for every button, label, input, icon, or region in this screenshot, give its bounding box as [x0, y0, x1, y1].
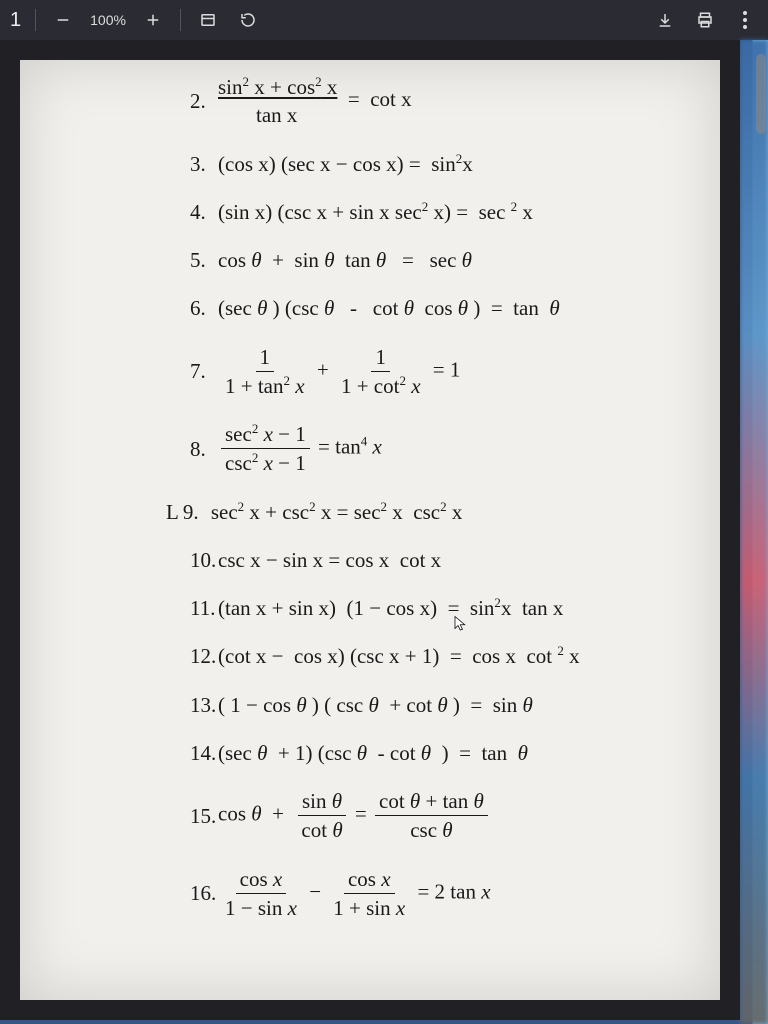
equation-row: 10.csc x − sin x = cos x cot x — [190, 547, 690, 573]
equation-expression: (sec θ + 1) (csc θ - cot θ ) = tan θ — [218, 740, 528, 766]
problem-number: 4. — [190, 199, 218, 225]
zoom-level[interactable]: 100% — [90, 12, 126, 28]
equation-expression: (sin x) (csc x + sin x sec2 x) = sec 2 x — [218, 199, 533, 225]
toolbar-separator — [35, 9, 36, 31]
equation-expression: (cot x − cos x) (csc x + 1) = cos x cot … — [218, 643, 580, 669]
equation-row: 15.cos θ + sin θcot θ = cot θ + tan θcsc… — [190, 788, 690, 844]
zoom-out-button[interactable] — [50, 7, 76, 33]
equation-expression: ( 1 − cos θ ) ( csc θ + cot θ ) = sin θ — [218, 692, 533, 718]
scrollbar-thumb[interactable] — [756, 54, 766, 134]
more-icon — [743, 11, 747, 29]
equation-expression: cos x1 − sin x − cos x1 + sin x = 2 tan … — [218, 866, 491, 922]
document-page: 2.sin2 x + cos2 xtan x = cot x3.(cos x) … — [20, 60, 720, 1000]
equation-expression: sec2 x − 1csc2 x − 1 = tan4 x — [218, 421, 382, 477]
problem-number: 8. — [190, 436, 218, 462]
problem-number: 16. — [190, 880, 218, 906]
equation-expression: 11 + tan2 x + 11 + cot2 x = 1 — [218, 344, 460, 400]
equation-row: 5.cos θ + sin θ tan θ = sec θ — [190, 247, 690, 273]
equation-row: 6.(sec θ ) (csc θ - cot θ cos θ ) = tan … — [190, 295, 690, 321]
equation-expression: cos θ + sin θcot θ = cot θ + tan θcsc θ — [218, 788, 491, 844]
problem-number: 6. — [190, 295, 218, 321]
problem-number: 13. — [190, 692, 218, 718]
mouse-cursor-icon — [452, 615, 470, 633]
problem-number: 12. — [190, 643, 218, 669]
equation-row: L 9.sec2 x + csc2 x = sec2 x csc2 x — [190, 499, 690, 525]
problem-list: 2.sin2 x + cos2 xtan x = cot x3.(cos x) … — [20, 60, 720, 957]
equation-expression: sec2 x + csc2 x = sec2 x csc2 x — [211, 499, 463, 525]
problem-number: 10. — [190, 547, 218, 573]
problem-number: 3. — [190, 151, 218, 177]
rotate-button[interactable] — [235, 7, 261, 33]
problem-number: 7. — [190, 358, 218, 384]
equation-row: 4.(sin x) (csc x + sin x sec2 x) = sec 2… — [190, 199, 690, 225]
page-indicator: 1 — [10, 9, 21, 32]
equation-expression: (cos x) (sec x − cos x) = sin2x — [218, 151, 473, 177]
equation-row: 16.cos x1 − sin x − cos x1 + sin x = 2 t… — [190, 866, 690, 922]
problem-number: 9. — [183, 499, 211, 525]
print-button[interactable] — [692, 7, 718, 33]
equation-row: 7.11 + tan2 x + 11 + cot2 x = 1 — [190, 344, 690, 400]
equation-row: 2.sin2 x + cos2 xtan x = cot x — [190, 74, 690, 129]
download-button[interactable] — [652, 7, 678, 33]
toolbar-separator — [180, 9, 181, 31]
screen-root: 1 100% 2.sin2 x + cos2 xtan x — [0, 0, 768, 1024]
equation-row: 14.(sec θ + 1) (csc θ - cot θ ) = tan θ — [190, 740, 690, 766]
problem-number: 15. — [190, 803, 218, 829]
equation-row: 3.(cos x) (sec x − cos x) = sin2x — [190, 151, 690, 177]
equation-row: 13.( 1 − cos θ ) ( csc θ + cot θ ) = sin… — [190, 692, 690, 718]
problem-number: 5. — [190, 247, 218, 273]
equation-expression: csc x − sin x = cos x cot x — [218, 547, 441, 573]
fit-page-button[interactable] — [195, 7, 221, 33]
equation-expression: cos θ + sin θ tan θ = sec θ — [218, 247, 472, 273]
photo-edge-decoration — [740, 40, 768, 1024]
problem-number: 14. — [190, 740, 218, 766]
equation-row: 8.sec2 x − 1csc2 x − 1 = tan4 x — [190, 421, 690, 477]
problem-number: 2. — [190, 88, 218, 114]
equation-row: 11.(tan x + sin x) (1 − cos x) = sin2x t… — [190, 595, 690, 621]
zoom-in-button[interactable] — [140, 7, 166, 33]
more-menu-button[interactable] — [732, 7, 758, 33]
equation-expression: sin2 x + cos2 xtan x = cot x — [218, 74, 412, 129]
equation-expression: (sec θ ) (csc θ - cot θ cos θ ) = tan θ — [218, 295, 560, 321]
equation-expression: (tan x + sin x) (1 − cos x) = sin2x tan … — [218, 595, 563, 621]
pdf-viewport: 2.sin2 x + cos2 xtan x = cot x3.(cos x) … — [0, 40, 740, 1020]
problem-number: 11. — [190, 595, 218, 621]
equation-row: 12.(cot x − cos x) (csc x + 1) = cos x c… — [190, 643, 690, 669]
pdf-toolbar: 1 100% — [0, 0, 768, 40]
